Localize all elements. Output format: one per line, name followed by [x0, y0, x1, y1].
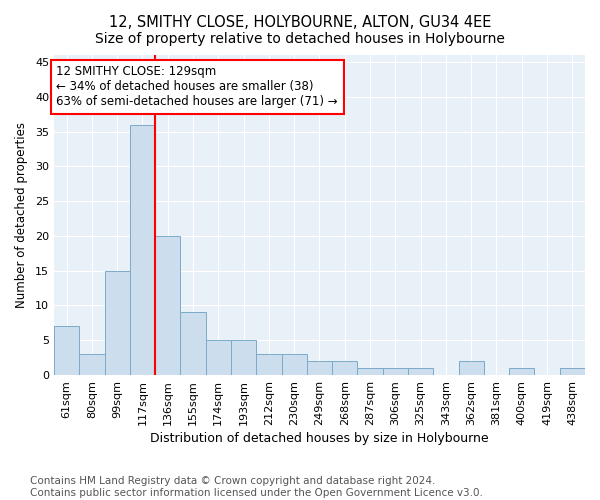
Bar — [256, 354, 281, 375]
Bar — [206, 340, 231, 375]
Bar — [104, 270, 130, 375]
Bar — [332, 361, 358, 375]
Text: Contains HM Land Registry data © Crown copyright and database right 2024.
Contai: Contains HM Land Registry data © Crown c… — [30, 476, 483, 498]
Bar — [408, 368, 433, 375]
Text: 12, SMITHY CLOSE, HOLYBOURNE, ALTON, GU34 4EE: 12, SMITHY CLOSE, HOLYBOURNE, ALTON, GU3… — [109, 15, 491, 30]
Bar — [358, 368, 383, 375]
Bar — [458, 361, 484, 375]
Bar — [155, 236, 181, 375]
Bar — [79, 354, 104, 375]
Bar — [54, 326, 79, 375]
Bar — [383, 368, 408, 375]
Bar — [181, 312, 206, 375]
Bar — [281, 354, 307, 375]
Bar — [130, 124, 155, 375]
Text: 12 SMITHY CLOSE: 129sqm
← 34% of detached houses are smaller (38)
63% of semi-de: 12 SMITHY CLOSE: 129sqm ← 34% of detache… — [56, 66, 338, 108]
Bar — [509, 368, 535, 375]
Bar — [307, 361, 332, 375]
Y-axis label: Number of detached properties: Number of detached properties — [15, 122, 28, 308]
Text: Size of property relative to detached houses in Holybourne: Size of property relative to detached ho… — [95, 32, 505, 46]
Bar — [231, 340, 256, 375]
Bar — [560, 368, 585, 375]
X-axis label: Distribution of detached houses by size in Holybourne: Distribution of detached houses by size … — [150, 432, 489, 445]
